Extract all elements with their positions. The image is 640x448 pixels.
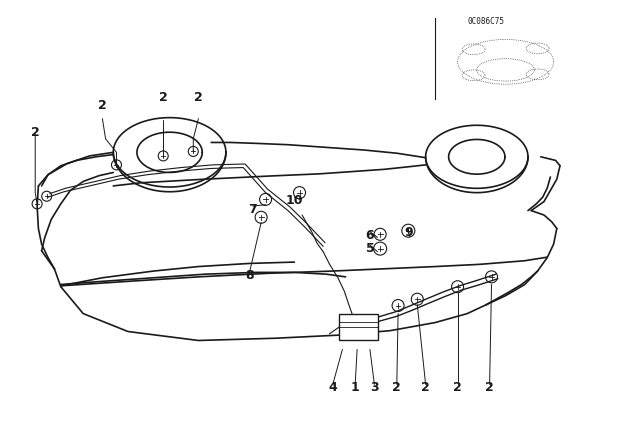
Text: 4: 4	[328, 381, 337, 394]
Text: 0C086C75: 0C086C75	[468, 17, 505, 26]
Text: 2: 2	[98, 99, 107, 112]
Text: 10: 10	[285, 194, 303, 207]
Text: 2: 2	[194, 91, 203, 104]
Text: 6: 6	[365, 228, 374, 242]
Text: 5: 5	[365, 242, 374, 255]
Text: 3: 3	[370, 381, 379, 394]
Text: 9: 9	[404, 226, 413, 240]
Text: 2: 2	[159, 91, 168, 104]
Text: 8: 8	[245, 269, 254, 282]
Text: 1: 1	[351, 381, 360, 394]
Text: 7: 7	[248, 203, 257, 216]
Bar	[339, 314, 378, 340]
Text: 2: 2	[453, 381, 462, 394]
Text: 2: 2	[392, 381, 401, 394]
Text: 2: 2	[31, 125, 40, 139]
Text: 2: 2	[485, 381, 494, 394]
Text: 2: 2	[421, 381, 430, 394]
